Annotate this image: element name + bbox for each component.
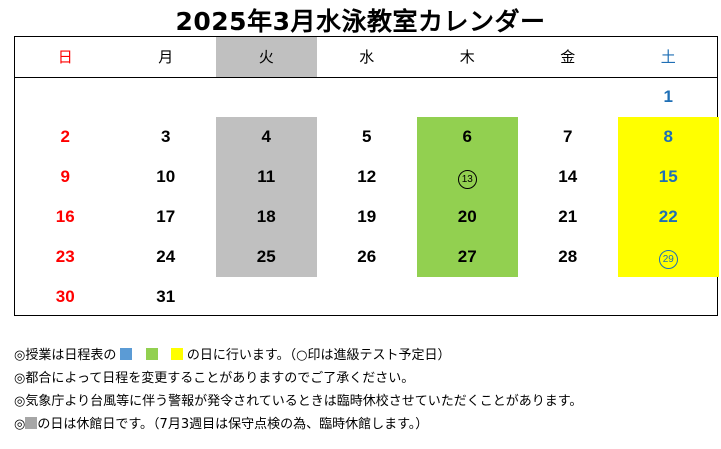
- day-cell-27: 27: [457, 247, 477, 266]
- calendar-grid: 日月火水木金土 1 2 3 4 5 6 7 8 9 10 11 12 13 14 15 16 17 18 19 20 21…: [14, 36, 719, 316]
- tuesday-closed-column-bg: [216, 117, 317, 277]
- day-cell-11: 11: [257, 167, 276, 186]
- note-lesson-days-prefix: ◎授業は日程表の: [14, 348, 117, 363]
- day-cell-26: 26: [357, 247, 377, 266]
- test-day-circle: 29: [658, 250, 678, 269]
- weekday-header-sat: 土: [660, 48, 676, 66]
- notes-section: ◎授業は日程表の の日に行います。（○印は進級テスト予定日） ◎都合によって日程…: [14, 344, 714, 436]
- weekday-header-wed: 水: [359, 48, 375, 66]
- day-cell-20: 20: [457, 207, 477, 226]
- gray-swatch: [25, 417, 38, 429]
- thursday-lesson-column-bg: [417, 117, 518, 277]
- day-cell-25: 25: [256, 247, 276, 266]
- day-cell-29: 29: [618, 247, 719, 269]
- day-cell-22: 22: [658, 207, 678, 226]
- day-cell-8: 8: [663, 127, 673, 146]
- day-cell-23: 23: [55, 247, 75, 266]
- day-cell-17: 17: [156, 207, 176, 226]
- day-cell-9: 9: [60, 167, 70, 186]
- day-cell-5: 5: [362, 127, 372, 146]
- tuesday-closed-header-bg: [216, 37, 317, 77]
- day-cell-2: 2: [60, 127, 70, 146]
- day-cell-21: 21: [558, 207, 578, 226]
- weekday-header-tue: 火: [258, 48, 274, 66]
- day-cell-18: 18: [256, 207, 276, 226]
- note-storm-warning: ◎気象庁より台風等に伴う警報が発令されているときは臨時休校させていただくことがあ…: [14, 394, 583, 409]
- note-lesson-days: ◎授業は日程表の の日に行います。（○印は進級テスト予定日）: [14, 344, 714, 367]
- day-cell-13: 13: [417, 167, 518, 189]
- day-cell-7: 7: [563, 127, 573, 146]
- yellow-swatch: [170, 348, 183, 360]
- note-lesson-days-suffix: の日に行います。（○印は進級テスト予定日）: [186, 348, 451, 363]
- note-closed-days-suffix: の日は休館日です。（7月3週目は保守点検の為、臨時休館します。）: [37, 417, 429, 432]
- blue-swatch: [120, 348, 133, 360]
- day-cell-15: 15: [658, 167, 678, 186]
- day-cell-24: 24: [156, 247, 176, 266]
- note-closed-days-prefix: ◎: [14, 417, 26, 432]
- day-cell-16: 16: [55, 207, 75, 226]
- weekday-header-sun: 日: [57, 48, 73, 66]
- weekday-header-mon: 月: [158, 48, 174, 66]
- day-cell-10: 10: [156, 167, 176, 186]
- day-cell-1: 1: [663, 87, 673, 106]
- note-closed-days: ◎ の日は休館日です。（7月3週目は保守点検の為、臨時休館します。）: [14, 413, 714, 436]
- day-cell-4: 4: [261, 127, 271, 146]
- weekday-header-fri: 金: [560, 48, 576, 66]
- day-cell-14: 14: [558, 167, 578, 186]
- green-swatch: [145, 348, 158, 360]
- day-cell-31: 31: [156, 287, 176, 306]
- day-cell-3: 3: [161, 127, 171, 146]
- day-cell-6: 6: [462, 127, 472, 146]
- day-cell-30: 30: [55, 287, 75, 306]
- header-divider: [15, 77, 717, 78]
- calendar-title: 2025年3月水泳教室カレンダー: [175, 7, 546, 36]
- test-day-circle: 13: [457, 170, 477, 189]
- day-cell-12: 12: [357, 167, 377, 186]
- weekday-header-thu: 木: [459, 48, 475, 66]
- note-schedule-change: ◎都合によって日程を変更することがありますのでご了承ください。: [14, 371, 415, 386]
- day-cell-19: 19: [357, 207, 377, 226]
- day-cell-28: 28: [558, 247, 578, 266]
